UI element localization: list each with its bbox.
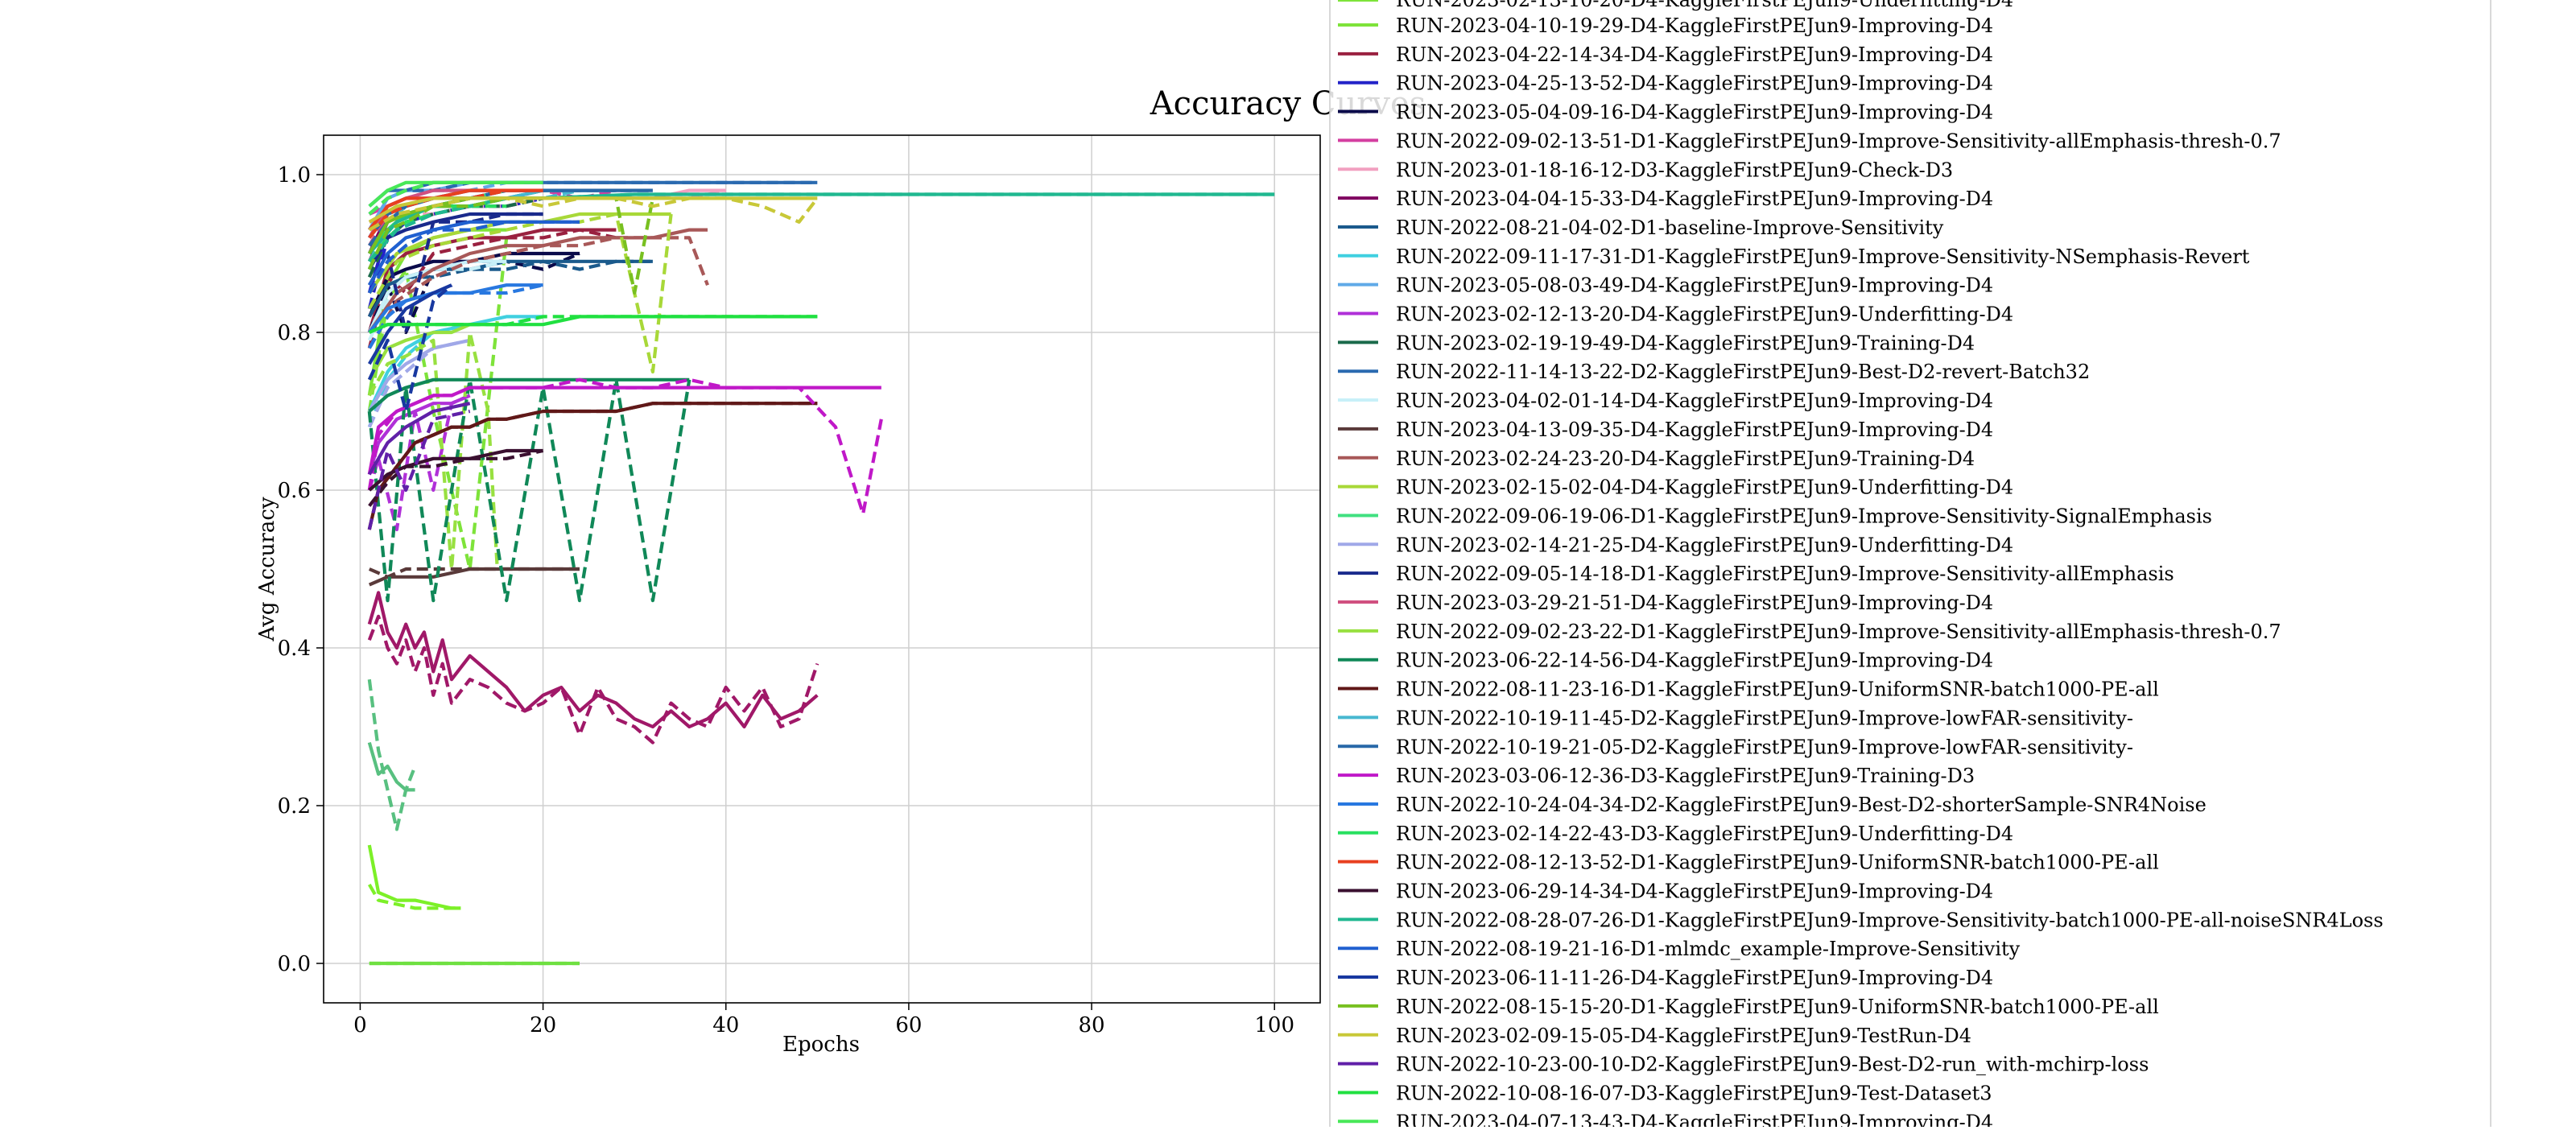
legend-label: RUN-2023-02-24-23-20-D4-KaggleFirstPEJun… — [1396, 447, 1975, 470]
series-val-line-32 — [367, 220, 580, 295]
legend-label: RUN-2023-01-18-16-12-D3-KaggleFirstPEJun… — [1396, 159, 1953, 181]
x-axis-label: Epochs — [782, 1033, 860, 1057]
series-val-line-39 — [367, 614, 819, 744]
legend-label: RUN-2022-10-19-11-45-D2-KaggleFirstPEJun… — [1396, 707, 2133, 729]
series-line-18 — [367, 338, 471, 413]
series-line-30 — [368, 448, 543, 492]
y-tick-label: 0.0 — [278, 952, 311, 976]
legend-label: RUN-2022-08-21-04-02-D1-baseline-Improve… — [1396, 217, 1944, 239]
axis-ticks: 0 20 40 60 80 100 0.0 0.2 0.4 0.6 0.8 1.0 — [278, 163, 1294, 1037]
legend-label: RUN-2023-06-22-14-56-D4-KaggleFirstPEJun… — [1396, 650, 1993, 672]
x-tick-label: 60 — [895, 1013, 922, 1037]
series-val-line-22 — [367, 377, 691, 603]
legend-label: RUN-2022-09-02-23-22-D1-KaggleFirstPEJun… — [1396, 621, 2281, 643]
series-val-line-10 — [367, 394, 471, 532]
legend: RUN-2023-02-13-10-20-D4-KaggleFirstPEJun… — [1329, 0, 2491, 1130]
series-val-line-26 — [367, 377, 883, 516]
legend-label: RUN-2023-04-04-15-33-D4-KaggleFirstPEJun… — [1396, 188, 1993, 210]
series-val-line-25 — [368, 188, 653, 247]
y-tick-label: 0.4 — [278, 637, 311, 661]
legend-label: RUN-2022-10-24-04-34-D2-KaggleFirstPEJun… — [1396, 794, 2207, 816]
legend-label: RUN-2023-04-10-19-29-D4-KaggleFirstPEJun… — [1396, 14, 1993, 37]
legend-label: RUN-2022-08-19-21-16-D1-mlmdc_example-Im… — [1396, 938, 2021, 960]
series-line-39 — [367, 591, 819, 729]
legend-label: RUN-2023-06-11-11-26-D4-KaggleFirstPEJun… — [1396, 967, 1993, 989]
legend-label: RUN-2022-09-11-17-31-D1-KaggleFirstPEJun… — [1396, 245, 2250, 268]
y-axis-label: Avg Accuracy — [255, 497, 279, 641]
legend-label: RUN-2023-04-02-01-14-D4-KaggleFirstPEJun… — [1396, 390, 1993, 412]
series-val-line-31 — [368, 192, 1275, 263]
legend-label: RUN-2022-08-15-15-20-D1-KaggleFirstPEJun… — [1396, 996, 2159, 1018]
legend-label: RUN-2023-05-04-09-16-D4-KaggleFirstPEJun… — [1396, 101, 1993, 124]
legend-label: RUN-2022-11-14-13-22-D2-KaggleFirstPEJun… — [1396, 361, 2090, 383]
legend-label: RUN-2023-04-07-13-43-D4-KaggleFirstPEJun… — [1396, 1111, 1993, 1127]
series-val-line-40 — [367, 678, 417, 831]
series-line-33 — [367, 283, 452, 365]
legend-label: RUN-2022-09-05-14-18-D1-KaggleFirstPEJun… — [1396, 563, 2174, 585]
series-val-line-21 — [367, 330, 499, 571]
legend-label: RUN-2023-04-22-14-34-D4-KaggleFirstPEJun… — [1396, 43, 1993, 66]
series-val-line-37 — [368, 315, 818, 334]
series-line-36 — [367, 402, 471, 476]
legend-label: RUN-2022-08-11-23-16-D1-KaggleFirstPEJun… — [1396, 678, 2159, 701]
plot-frame — [323, 134, 1321, 1004]
series-val-line-14 — [368, 567, 580, 579]
series-lines — [367, 180, 1275, 966]
legend-label: RUN-2023-03-06-12-36-D3-KaggleFirstPEJun… — [1396, 765, 1975, 787]
legend-label: RUN-2022-08-12-13-52-D1-KaggleFirstPEJun… — [1396, 852, 2159, 874]
series-val-line-33 — [367, 283, 453, 414]
legend-label: RUN-2023-02-14-21-25-D4-KaggleFirstPEJun… — [1396, 534, 2013, 556]
legend-label: RUN-2023-02-09-15-05-D4-KaggleFirstPEJun… — [1396, 1025, 1971, 1047]
legend-label: RUN-2022-10-19-21-05-D2-KaggleFirstPEJun… — [1396, 736, 2133, 758]
series-val-line-41 — [367, 883, 461, 910]
legend-label-partial: RUN-2023-02-13-10-20-D4-KaggleFirstPEJun… — [1396, 0, 2013, 11]
x-tick-label: 80 — [1079, 1013, 1105, 1037]
x-tick-label: 0 — [353, 1013, 367, 1037]
legend-label: RUN-2023-05-08-03-49-D4-KaggleFirstPEJun… — [1396, 274, 1993, 297]
legend-label: RUN-2023-02-15-02-04-D4-KaggleFirstPEJun… — [1396, 476, 2013, 499]
series-val-line-13 — [367, 259, 507, 341]
series-val-line-38 — [368, 180, 543, 216]
legend-box — [1329, 0, 2491, 1130]
legend-label: RUN-2022-08-28-07-26-D1-KaggleFirstPEJun… — [1396, 909, 2384, 931]
legend-label: RUN-2022-10-08-16-07-D3-KaggleFirstPEJun… — [1396, 1082, 1992, 1104]
x-tick-label: 100 — [1254, 1013, 1294, 1037]
legend-label: RUN-2023-02-14-22-43-D3-KaggleFirstPEJun… — [1396, 823, 2013, 845]
legend-label: RUN-2023-04-13-09-35-D4-KaggleFirstPEJun… — [1396, 419, 1993, 441]
y-tick-label: 1.0 — [278, 163, 311, 188]
legend-label: RUN-2022-09-06-19-06-D1-KaggleFirstPEJun… — [1396, 505, 2212, 527]
legend-label: RUN-2023-02-12-13-20-D4-KaggleFirstPEJun… — [1396, 303, 2013, 326]
legend-label: RUN-2023-02-19-19-49-D4-KaggleFirstPEJun… — [1396, 332, 1975, 354]
legend-label: RUN-2023-04-25-13-52-D4-KaggleFirstPEJun… — [1396, 72, 1993, 95]
y-tick-label: 0.8 — [278, 321, 311, 345]
series-val-line-23 — [367, 402, 818, 530]
legend-label: RUN-2022-10-23-00-10-D2-KaggleFirstPEJun… — [1396, 1054, 2149, 1076]
legend-label: RUN-2022-09-02-13-51-D1-KaggleFirstPEJun… — [1396, 130, 2281, 152]
x-tick-label: 40 — [712, 1013, 739, 1037]
series-line-35 — [368, 196, 818, 224]
legend-label: RUN-2023-06-29-14-34-D4-KaggleFirstPEJun… — [1396, 880, 1993, 903]
y-tick-label: 0.6 — [278, 479, 311, 503]
legend-label: RUN-2023-03-29-21-51-D4-KaggleFirstPEJun… — [1396, 592, 1993, 614]
x-tick-label: 20 — [530, 1013, 556, 1037]
series-val-line-35 — [368, 196, 819, 232]
series-val-line-30 — [368, 448, 544, 507]
series-val-line-12 — [368, 180, 818, 216]
series-val-line-15 — [367, 236, 709, 349]
series-val-line-36 — [367, 409, 471, 530]
y-tick-label: 0.2 — [278, 794, 311, 819]
